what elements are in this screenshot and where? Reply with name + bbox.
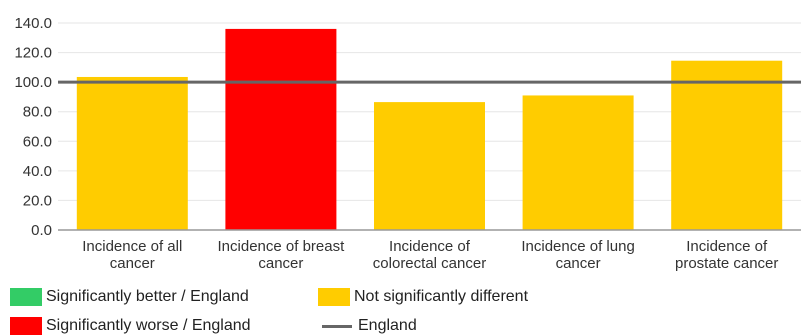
y-tick-label: 20.0: [23, 192, 52, 209]
legend-label-better: Significantly better / England: [46, 288, 249, 305]
x-category-label: Incidence of: [389, 238, 471, 255]
x-category-label: Incidence of all: [82, 238, 182, 255]
y-tick-label: 60.0: [23, 133, 52, 150]
bar: [522, 95, 634, 230]
bar: [671, 60, 783, 231]
x-category-label: Incidence of breast: [218, 238, 346, 255]
legend-swatch-england: [322, 324, 352, 328]
y-tick-label: 80.0: [23, 104, 52, 121]
y-tick-label: 40.0: [23, 163, 52, 180]
y-tick-label: 140.0: [14, 15, 52, 32]
x-category-label: cancer: [110, 255, 155, 272]
bar: [225, 28, 337, 230]
x-category-label: cancer: [556, 255, 601, 272]
y-tick-label: 0.0: [31, 222, 52, 239]
x-category-label: Incidence of lung: [521, 238, 634, 255]
legend-swatch-better: [10, 288, 42, 306]
bar-chart: 0.0 20.0 40.0 60.0 80.0 100.0 120.0 140.0 Incide…: [14, 15, 801, 272]
legend-item-not-different: Not significantly different: [318, 288, 528, 306]
x-category-label: cancer: [258, 255, 303, 272]
legend-swatch-worse: [10, 317, 42, 335]
y-tick-label: 120.0: [14, 45, 52, 62]
legend-item-better: Significantly better / England: [10, 288, 249, 306]
legend-label-not-different: Not significantly different: [354, 288, 529, 305]
x-category-label: Incidence of: [686, 238, 768, 255]
legend-swatch-not-different: [318, 288, 350, 306]
x-category-label: prostate cancer: [675, 255, 778, 272]
legend-item-worse: Significantly worse / England: [10, 317, 251, 335]
x-category-label: colorectal cancer: [373, 255, 486, 272]
legend-label-worse: Significantly worse / England: [46, 317, 251, 334]
y-tick-label: 100.0: [14, 74, 52, 91]
legend-item-england: England: [322, 317, 417, 335]
bar: [76, 76, 188, 230]
bar: [374, 102, 485, 230]
legend-label-england: England: [358, 317, 417, 334]
